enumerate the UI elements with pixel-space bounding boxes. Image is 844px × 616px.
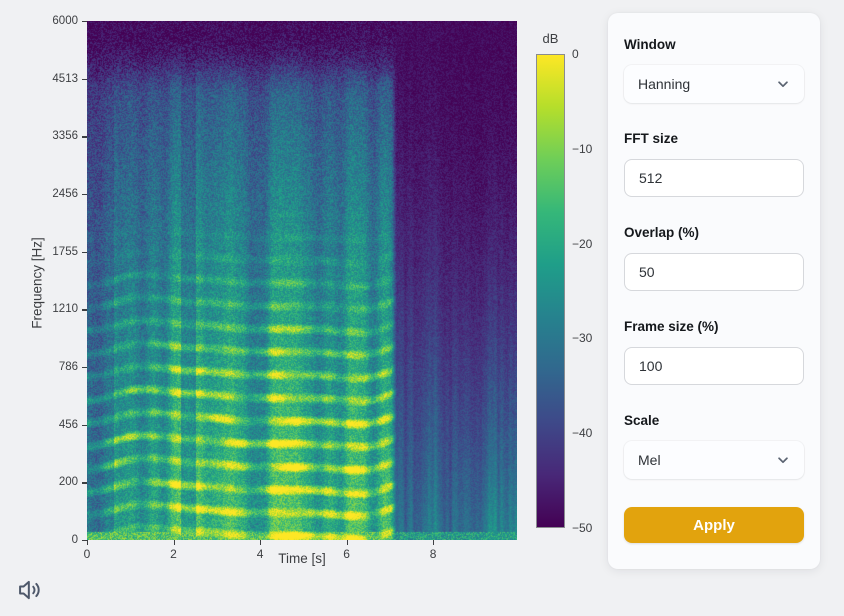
y-axis-tick-mark [82,367,87,369]
x-axis-label: Time [s] [278,551,326,566]
y-axis-tick-mark [82,194,87,196]
chevron-down-icon [778,81,788,88]
frame-size-label: Frame size (%) [624,319,719,334]
x-axis-tick-label: 2 [170,547,177,561]
colorbar-tick-label: −40 [572,426,593,441]
colorbar-tick-label: −30 [572,331,593,346]
x-axis-tick-mark [173,540,175,545]
y-axis-tick-label: 1755 [52,245,78,258]
y-axis-tick-label: 200 [58,476,78,489]
y-axis-tick-mark [82,136,87,138]
fft-size-input[interactable] [624,159,804,197]
overlap-label: Overlap (%) [624,225,700,240]
fft-size-label: FFT size [624,131,679,146]
settings-card-content: Window Hanning FFT size Overlap (%) Fram… [608,13,820,567]
spectrogram-canvas [87,21,517,540]
y-axis-tick-mark [82,251,87,253]
y-axis-tick-mark [82,540,87,542]
scale-select-value: Mel [638,452,661,468]
play-audio-button[interactable] [13,574,47,606]
colorbar-tick-label: 0 [572,47,579,61]
colorbar-tick-label: −10 [572,141,593,156]
x-axis-tick-label: 8 [429,547,437,561]
chevron-down-icon [778,457,788,464]
window-select-value: Hanning [638,76,691,92]
y-axis-tick-label: 0 [71,534,78,546]
colorbar-title: dB [542,31,559,46]
y-axis-tick-mark [82,424,87,426]
frame-size-input[interactable] [624,347,804,385]
y-axis-tick-label: 4513 [52,72,78,85]
scale-label: Scale [624,413,660,428]
y-axis-tick-label: 3356 [52,130,78,143]
y-axis-tick-mark [82,309,87,311]
y-axis-tick-label: 6000 [52,15,78,27]
x-axis-tick-label: 4 [256,547,264,561]
window-label: Window [624,37,676,52]
overlap-input[interactable] [624,253,804,291]
x-axis-tick-label: 6 [343,547,350,561]
y-axis-tick-mark [82,78,87,80]
y-axis-tick-mark [82,482,87,484]
y-axis-tick-label: 456 [58,418,78,431]
colorbar-tick-label: −50 [572,521,593,535]
y-axis-tick-mark [82,21,87,23]
x-axis-tick-mark [433,540,435,545]
colorbar: dB 0 −10 −20 −30 −40 −50 [536,31,592,535]
x-axis-tick-mark [260,540,262,545]
y-axis-tick-label: 2456 [52,188,78,200]
settings-card: Window Hanning FFT size Overlap (%) Fram… [608,13,820,569]
apply-button[interactable]: Apply [624,507,804,543]
x-axis-tick-label: 0 [83,547,91,561]
y-axis-label: Frequency [Hz] [29,237,45,329]
plot-area: 6000 4513 3356 2456 1755 1210 786 456 200 0 0 2 4 6 8 [52,15,517,561]
y-axis-tick-label: 786 [58,361,78,373]
window-select[interactable]: Hanning [624,65,804,103]
speaker-icon [19,580,40,600]
y-axis-tick-label: 1210 [52,303,78,316]
colorbar-gradient [536,54,565,528]
scale-select[interactable]: Mel [624,441,804,479]
x-axis-tick-mark [346,540,348,545]
colorbar-tick-label: −20 [572,236,593,251]
x-axis-tick-mark [87,540,89,545]
